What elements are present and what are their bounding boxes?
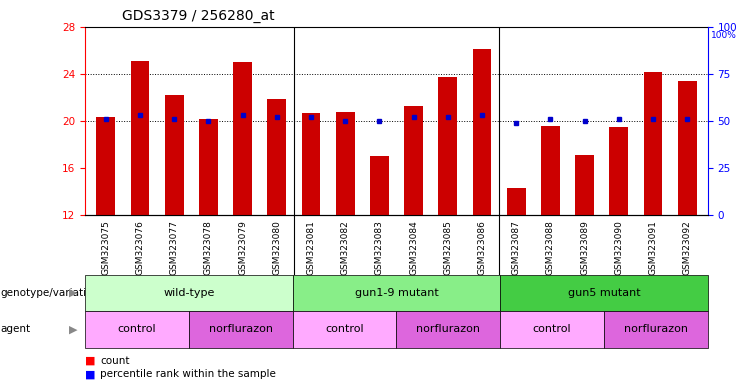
- Bar: [473, 49, 491, 215]
- Text: GSM323084: GSM323084: [409, 220, 418, 275]
- Text: ▶: ▶: [70, 288, 78, 298]
- Bar: [130, 61, 150, 215]
- Text: ▶: ▶: [70, 324, 78, 334]
- Text: GSM323078: GSM323078: [204, 220, 213, 275]
- Text: GSM323076: GSM323076: [136, 220, 144, 275]
- Text: GSM323086: GSM323086: [477, 220, 486, 275]
- Bar: [336, 112, 354, 215]
- Text: GSM323090: GSM323090: [614, 220, 623, 275]
- Text: norflurazon: norflurazon: [209, 324, 273, 334]
- Bar: [678, 81, 697, 215]
- Bar: [507, 188, 525, 215]
- Text: GSM323085: GSM323085: [443, 220, 452, 275]
- Text: wild-type: wild-type: [163, 288, 215, 298]
- Text: gun5 mutant: gun5 mutant: [568, 288, 640, 298]
- Text: GSM323080: GSM323080: [272, 220, 282, 275]
- Text: percentile rank within the sample: percentile rank within the sample: [100, 369, 276, 379]
- Text: GSM323077: GSM323077: [170, 220, 179, 275]
- Text: ■: ■: [85, 356, 96, 366]
- Text: GSM323089: GSM323089: [580, 220, 589, 275]
- Bar: [575, 155, 594, 215]
- Bar: [404, 106, 423, 215]
- Text: GSM323088: GSM323088: [546, 220, 555, 275]
- Text: agent: agent: [1, 324, 31, 334]
- Text: control: control: [533, 324, 571, 334]
- Text: count: count: [100, 356, 130, 366]
- Bar: [609, 127, 628, 215]
- Text: GSM323081: GSM323081: [307, 220, 316, 275]
- Text: GSM323092: GSM323092: [682, 220, 691, 275]
- Bar: [233, 62, 252, 215]
- Text: GDS3379 / 256280_at: GDS3379 / 256280_at: [122, 9, 275, 23]
- Text: GSM323082: GSM323082: [341, 220, 350, 275]
- Text: GSM323083: GSM323083: [375, 220, 384, 275]
- Bar: [96, 118, 115, 215]
- Bar: [302, 113, 320, 215]
- Text: control: control: [325, 324, 364, 334]
- Text: GSM323075: GSM323075: [102, 220, 110, 275]
- Text: GSM323087: GSM323087: [511, 220, 521, 275]
- Bar: [541, 126, 559, 215]
- Text: genotype/variation: genotype/variation: [1, 288, 100, 298]
- Bar: [643, 71, 662, 215]
- Bar: [165, 95, 184, 215]
- Text: norflurazon: norflurazon: [624, 324, 688, 334]
- Text: GSM323091: GSM323091: [648, 220, 657, 275]
- Text: norflurazon: norflurazon: [416, 324, 480, 334]
- Bar: [268, 99, 286, 215]
- Text: gun1-9 mutant: gun1-9 mutant: [354, 288, 439, 298]
- Bar: [370, 156, 389, 215]
- Text: 100%: 100%: [711, 31, 737, 40]
- Bar: [439, 78, 457, 215]
- Text: control: control: [118, 324, 156, 334]
- Text: GSM323079: GSM323079: [238, 220, 247, 275]
- Bar: [199, 119, 218, 215]
- Text: ■: ■: [85, 369, 96, 379]
